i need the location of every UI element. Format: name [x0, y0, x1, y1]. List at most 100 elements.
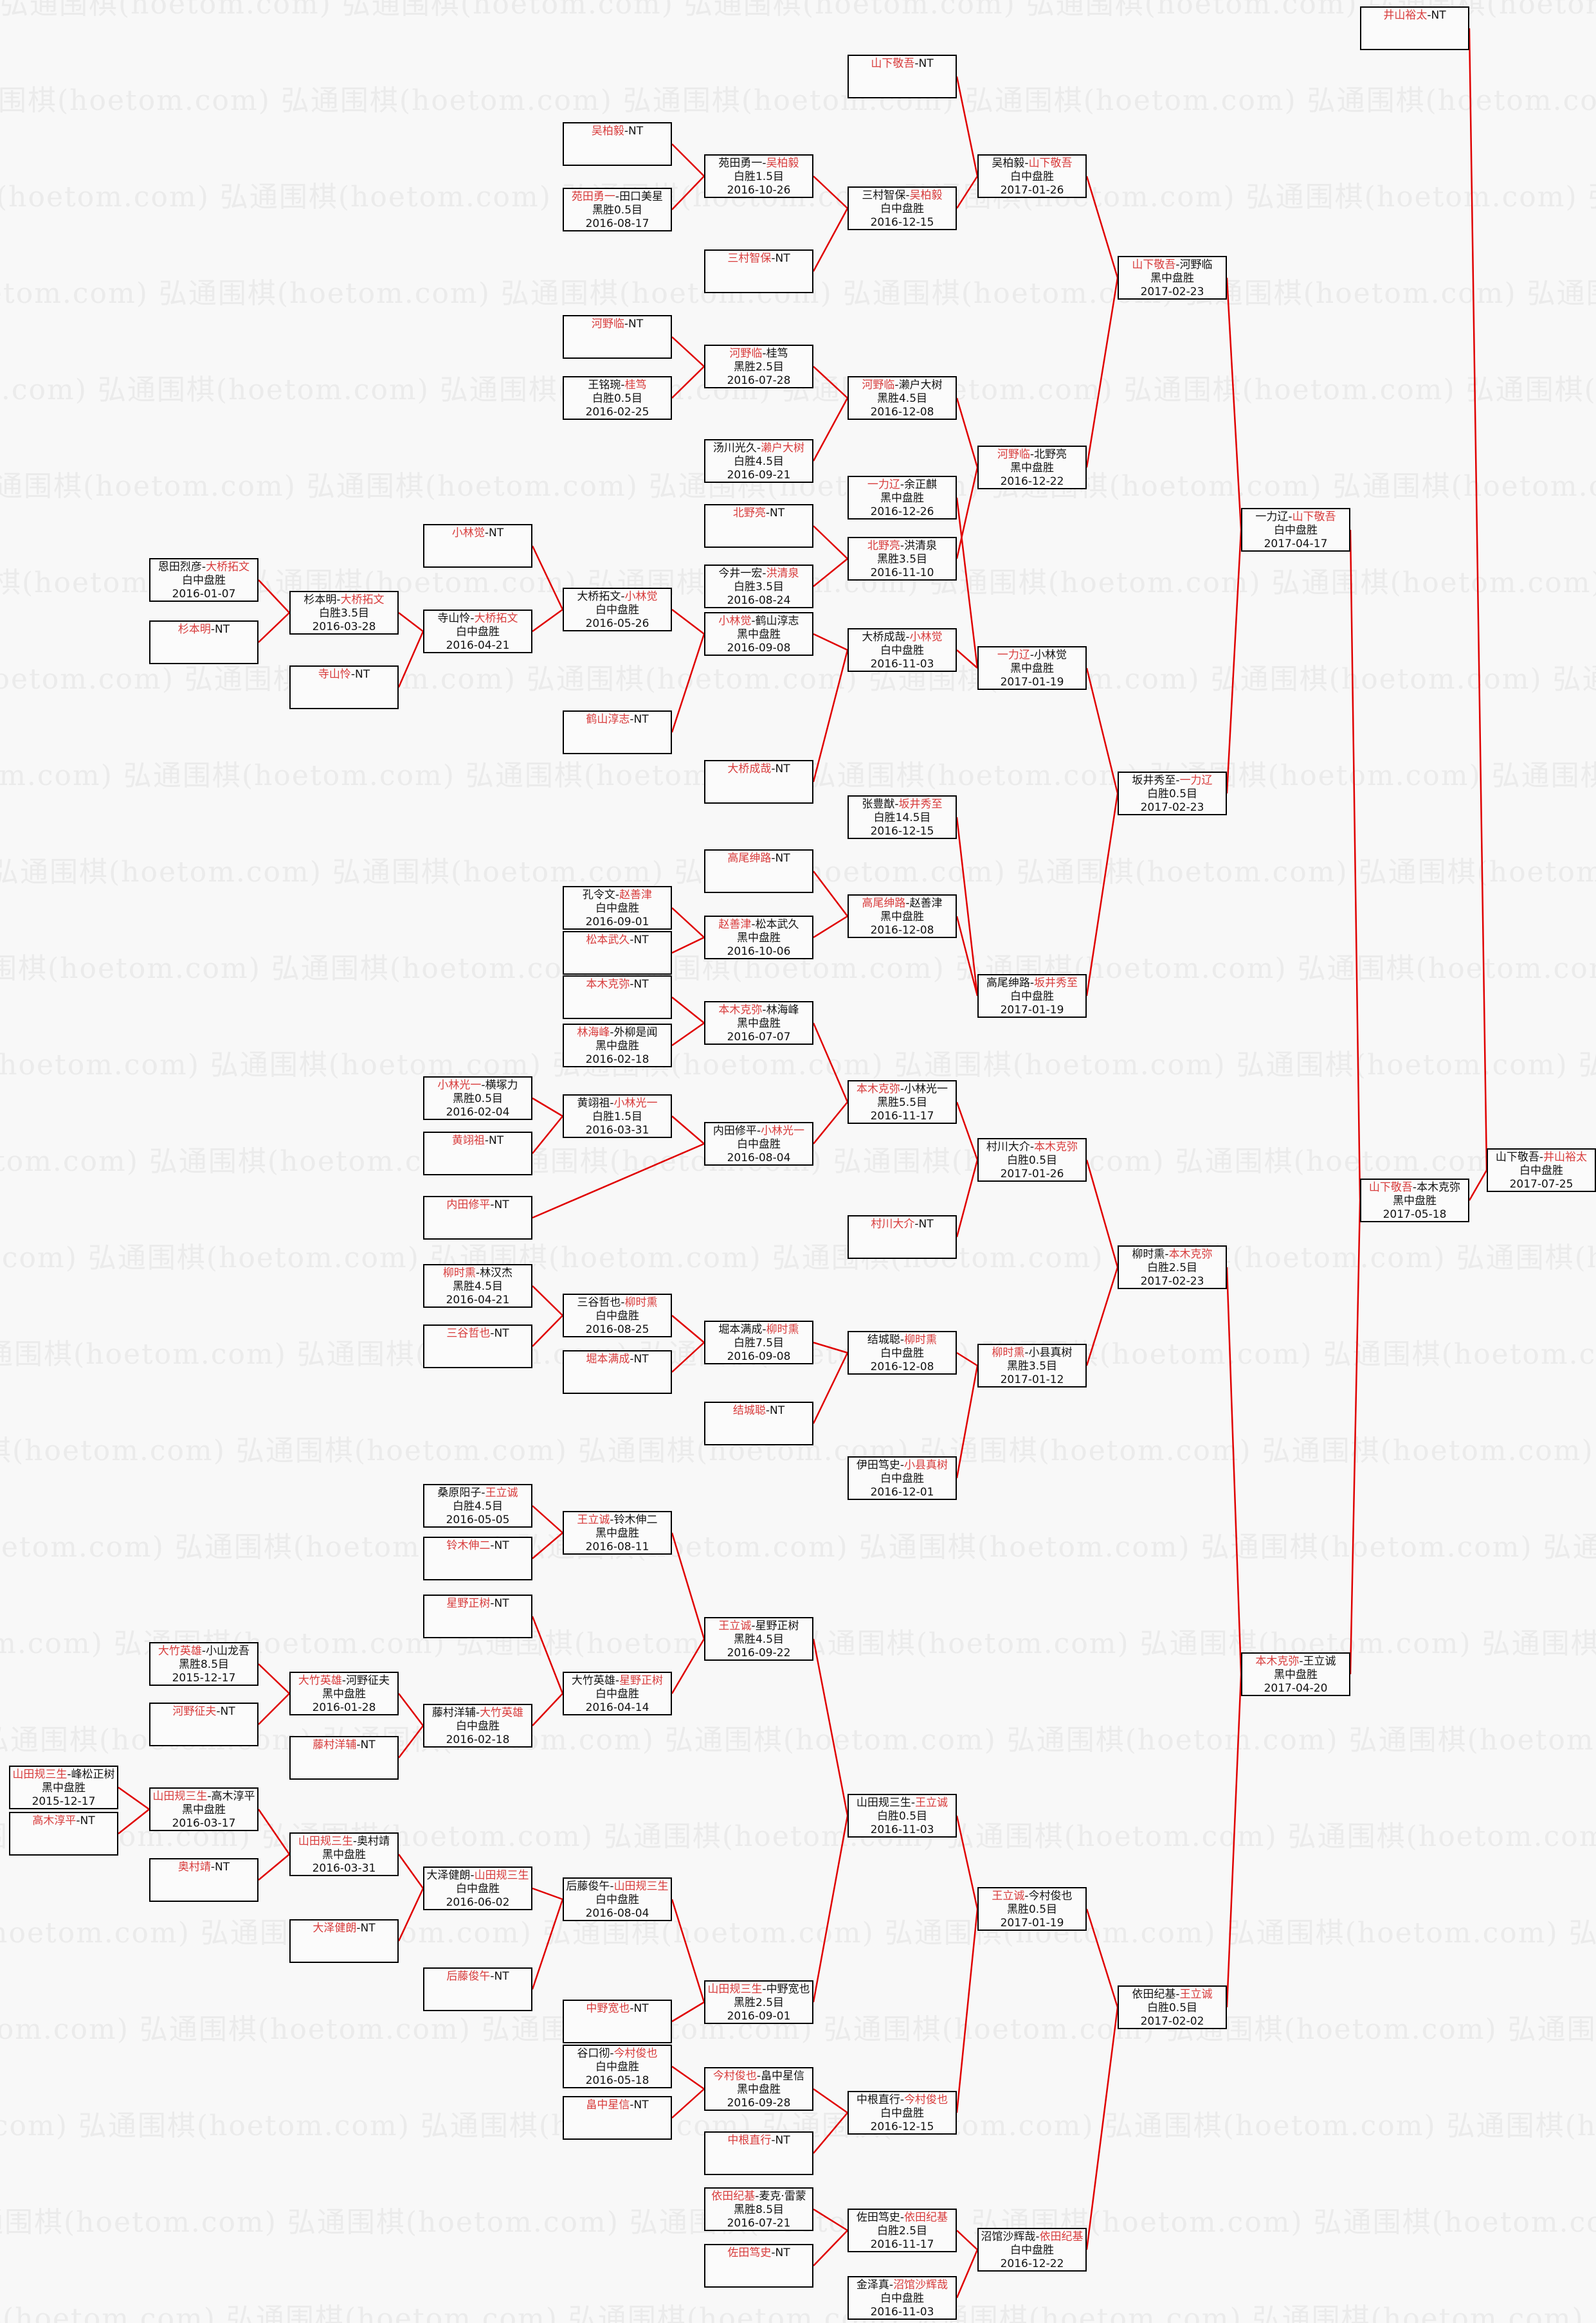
match-box[interactable]: 坂井秀至-一力辽 白胜0.5目 2017-02-23 [1118, 772, 1227, 815]
match-box[interactable]: 一力辽-小林觉 黑中盘胜 2017-01-19 [977, 646, 1087, 690]
match-box[interactable]: 柳时熏-林汉杰 黑胜4.5目 2016-04-21 [423, 1264, 532, 1308]
match-box[interactable]: 河野临-濑户大树 黑胜4.5目 2016-12-08 [848, 376, 957, 420]
player-entry-box[interactable]: 结城聪-NT [704, 1402, 813, 1445]
match-box[interactable]: 黄翊祖-小林光一 白胜1.5目 2016-03-31 [563, 1094, 672, 1138]
player-entry-box[interactable]: 内田修平-NT [423, 1196, 532, 1240]
match-box[interactable]: 桑原阳子-王立诚 白胜4.5目 2016-05-05 [423, 1484, 532, 1528]
match-box[interactable]: 本木克弥-林海峰 黑中盘胜 2016-07-07 [704, 1001, 813, 1045]
player-entry-box[interactable]: 北野亮-NT [704, 504, 813, 548]
match-box[interactable]: 苑田勇一-田口美星 黑胜0.5目 2016-08-17 [563, 188, 672, 231]
match-box[interactable]: 结城聪-柳时熏 白中盘胜 2016-12-08 [848, 1331, 957, 1375]
player-entry-box[interactable]: 星野正树-NT [423, 1595, 532, 1638]
match-box[interactable]: 金泽真-沼馆沙辉哉 白中盘胜 2016-11-03 [848, 2276, 957, 2320]
match-box[interactable]: 中根直行-今村俊也 白中盘胜 2016-12-15 [848, 2091, 957, 2135]
player-entry-box[interactable]: 高木淳平-NT [9, 1812, 118, 1856]
player-entry-box[interactable]: 三村智保-NT [704, 249, 813, 293]
match-box[interactable]: 三谷哲也-柳时熏 白中盘胜 2016-08-25 [563, 1294, 672, 1337]
match-box[interactable]: 恩田烈彦-大桥拓文 白中盘胜 2016-01-07 [149, 558, 258, 602]
match-box[interactable]: 今村俊也-畠中星信 黑中盘胜 2016-09-28 [704, 2067, 813, 2111]
match-box[interactable]: 本木克弥-小林光一 黑胜5.5目 2016-11-17 [848, 1080, 957, 1124]
match-box[interactable]: 吴柏毅-山下敬吾 白中盘胜 2017-01-26 [977, 154, 1087, 198]
match-box[interactable]: 大桥拓文-小林觉 白中盘胜 2016-05-26 [563, 588, 672, 631]
match-box[interactable]: 王立诚-铃木伸二 黑中盘胜 2016-08-11 [563, 1511, 672, 1555]
match-box[interactable]: 杉本明-大桥拓文 白胜3.5目 2016-03-28 [289, 591, 399, 635]
match-box[interactable]: 苑田勇一-吴柏毅 白胜1.5目 2016-10-26 [704, 154, 813, 198]
player-entry-box[interactable]: 后藤俊午-NT [423, 1967, 532, 2011]
match-box[interactable]: 三村智保-吴柏毅 白中盘胜 2016-12-15 [848, 186, 957, 230]
player-entry-box[interactable]: 河野临-NT [563, 315, 672, 359]
match-box[interactable]: 依田纪基-王立诚 白胜0.5目 2017-02-02 [1118, 1985, 1227, 2029]
player-entry-box[interactable]: 奥村靖-NT [149, 1858, 258, 1902]
match-box[interactable]: 一力辽-余正麒 黑中盘胜 2016-12-26 [848, 476, 957, 520]
match-box[interactable]: 山田规三生-王立诚 白胜0.5目 2016-11-03 [848, 1794, 957, 1838]
match-box[interactable]: 小林觉-鹤山淳志 黑中盘胜 2016-09-08 [704, 612, 813, 656]
player-entry-box[interactable]: 堀本满成-NT [563, 1350, 672, 1394]
match-box[interactable]: 大竹英雄-河野征夫 黑中盘胜 2016-01-28 [289, 1672, 399, 1715]
pairing-line: 堀本满成-NT [564, 1353, 671, 1366]
match-box[interactable]: 堀本满成-柳时熏 白胜7.5目 2016-09-08 [704, 1321, 813, 1364]
player-entry-box[interactable]: 松本武久-NT [563, 931, 672, 975]
match-box[interactable]: 今井一宏-洪清泉 白胜3.5目 2016-08-24 [704, 565, 813, 608]
match-box[interactable]: 山下敬吾-河野临 黑中盘胜 2017-02-23 [1118, 256, 1227, 300]
player-entry-box[interactable]: 鹤山淳志-NT [563, 710, 672, 754]
match-box[interactable]: 寺山怜-大桥拓文 白中盘胜 2016-04-21 [423, 610, 532, 653]
match-box[interactable]: 村川大介-本木克弥 白胜0.5目 2017-01-26 [977, 1138, 1087, 1182]
match-box[interactable]: 王立诚-今村俊也 黑胜0.5目 2017-01-19 [977, 1887, 1087, 1931]
player-entry-box[interactable]: 寺山怜-NT [289, 665, 399, 709]
match-box[interactable]: 内田修平-小林光一 白中盘胜 2016-08-04 [704, 1122, 813, 1166]
player-entry-box[interactable]: 畠中星信-NT [563, 2096, 672, 2140]
match-box[interactable]: 汤川光久-濑户大树 白胜4.5目 2016-09-21 [704, 439, 813, 483]
player-entry-box[interactable]: 村川大介-NT [848, 1215, 957, 1259]
match-box[interactable]: 山田规三生-中野宽也 黑胜2.5目 2016-09-01 [704, 1980, 813, 2024]
match-box[interactable]: 依田纪基-麦克·雷蒙 黑胜8.5目 2016-07-21 [704, 2187, 813, 2231]
match-box[interactable]: 佐田笃史-依田纪基 白胜2.5目 2016-11-17 [848, 2209, 957, 2252]
player-entry-box[interactable]: 中野宽也-NT [563, 2000, 672, 2043]
match-box[interactable]: 大泽健朗-山田规三生 白中盘胜 2016-06-02 [423, 1867, 532, 1910]
player-entry-box[interactable]: 河野征夫-NT [149, 1703, 258, 1746]
player-entry-box[interactable]: 吴柏毅-NT [563, 122, 672, 166]
match-box[interactable]: 高尾绅路-坂井秀至 白中盘胜 2017-01-19 [977, 974, 1087, 1018]
player-entry-box[interactable]: 大泽健朗-NT [289, 1919, 399, 1963]
match-box[interactable]: 山田规三生-高木淳平 黑中盘胜 2016-03-17 [149, 1787, 258, 1831]
player-entry-box[interactable]: 大桥成哉-NT [704, 760, 813, 804]
player-entry-box[interactable]: 黄翊祖-NT [423, 1132, 532, 1175]
player-entry-box[interactable]: 井山裕太-NT [1360, 6, 1469, 50]
match-box[interactable]: 后藤俊午-山田规三生 白中盘胜 2016-08-04 [563, 1877, 672, 1921]
player-entry-box[interactable]: 高尾绅路-NT [704, 849, 813, 893]
player-entry-box[interactable]: 三谷哲也-NT [423, 1324, 532, 1368]
match-box[interactable]: 一力辽-山下敬吾 白中盘胜 2017-04-17 [1241, 508, 1350, 552]
match-box[interactable]: 柳时熏-本木克弥 白胜2.5目 2017-02-23 [1118, 1245, 1227, 1289]
player-entry-box[interactable]: 藤村洋辅-NT [289, 1736, 399, 1780]
match-box[interactable]: 北野亮-洪清泉 黑胜3.5目 2016-11-10 [848, 537, 957, 581]
match-box[interactable]: 林海峰-外柳是闻 黑中盘胜 2016-02-18 [563, 1024, 672, 1067]
match-box[interactable]: 山下敬吾-井山裕太 白中盘胜 2017-07-25 [1487, 1148, 1596, 1192]
player-entry-box[interactable]: 小林觉-NT [423, 524, 532, 568]
match-box[interactable]: 谷口彻-今村俊也 白中盘胜 2016-05-18 [563, 2045, 672, 2088]
match-box[interactable]: 伊田笃史-小县真树 白中盘胜 2016-12-01 [848, 1456, 957, 1500]
match-box[interactable]: 大竹英雄-星野正树 白中盘胜 2016-04-14 [563, 1672, 672, 1715]
player-entry-box[interactable]: 中根直行-NT [704, 2131, 813, 2175]
match-box[interactable]: 张豊猷-坂井秀至 白胜14.5目 2016-12-15 [848, 795, 957, 839]
match-box[interactable]: 王铭琬-桂笃 白胜0.5目 2016-02-25 [563, 376, 672, 420]
match-box[interactable]: 山下敬吾-本木克弥 黑中盘胜 2017-05-18 [1360, 1179, 1469, 1222]
match-box[interactable]: 柳时熏-小县真树 黑胜3.5目 2017-01-12 [977, 1344, 1087, 1387]
player-entry-box[interactable]: 铃木伸二-NT [423, 1537, 532, 1580]
match-box[interactable]: 河野临-桂笃 黑胜2.5目 2016-07-28 [704, 345, 813, 388]
player-entry-box[interactable]: 杉本明-NT [149, 620, 258, 664]
match-box[interactable]: 本木克弥-王立诚 黑中盘胜 2017-04-20 [1241, 1652, 1350, 1696]
match-box[interactable]: 大竹英雄-小山龙吾 黑胜8.5目 2015-12-17 [149, 1642, 258, 1686]
match-box[interactable]: 藤村洋辅-大竹英雄 白中盘胜 2016-02-18 [423, 1704, 532, 1748]
player-entry-box[interactable]: 佐田笃史-NT [704, 2244, 813, 2288]
match-box[interactable]: 王立诚-星野正树 黑胜4.5目 2016-09-22 [704, 1617, 813, 1661]
player-entry-box[interactable]: 山下敬吾-NT [848, 55, 957, 98]
match-box[interactable]: 山田规三生-奥村靖 黑中盘胜 2016-03-31 [289, 1832, 399, 1876]
match-box[interactable]: 小林光一-横塚力 黑胜0.5目 2016-02-04 [423, 1076, 532, 1120]
match-box[interactable]: 河野临-北野亮 黑中盘胜 2016-12-22 [977, 446, 1087, 489]
match-box[interactable]: 高尾绅路-赵善津 黑中盘胜 2016-12-08 [848, 894, 957, 938]
match-box[interactable]: 山田规三生-峰松正树 黑中盘胜 2015-12-17 [9, 1766, 118, 1809]
player-entry-box[interactable]: 本木克弥-NT [563, 975, 672, 1019]
match-box[interactable]: 赵善津-松本武久 黑中盘胜 2016-10-06 [704, 916, 813, 959]
match-box[interactable]: 沼馆沙辉哉-依田纪基 白中盘胜 2016-12-22 [977, 2228, 1087, 2272]
match-box[interactable]: 孔令文-赵善津 白中盘胜 2016-09-01 [563, 886, 672, 930]
match-box[interactable]: 大桥成哉-小林觉 白中盘胜 2016-11-03 [848, 628, 957, 672]
